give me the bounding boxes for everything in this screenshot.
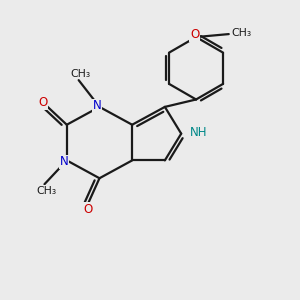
Text: NH: NH <box>190 126 207 139</box>
Text: CH₃: CH₃ <box>231 28 251 38</box>
Text: N: N <box>93 99 101 112</box>
Text: O: O <box>38 96 48 109</box>
Text: CH₃: CH₃ <box>70 69 90 79</box>
Text: N: N <box>60 155 69 168</box>
Text: O: O <box>83 203 92 216</box>
Text: O: O <box>190 28 199 41</box>
Text: CH₃: CH₃ <box>36 186 56 196</box>
